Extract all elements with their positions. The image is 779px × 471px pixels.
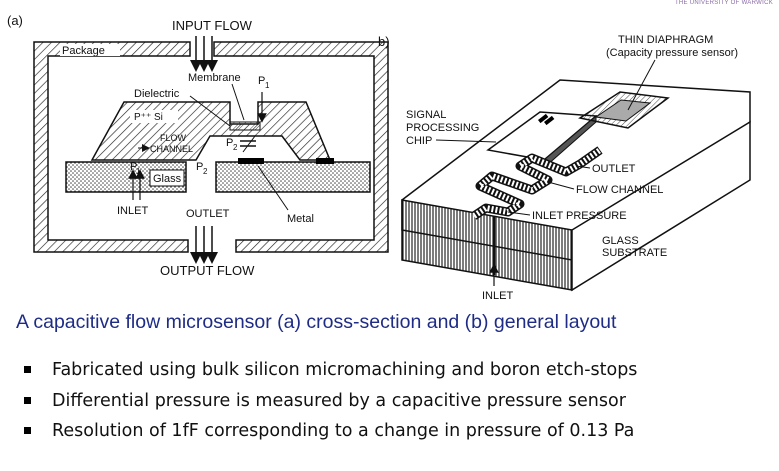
membrane bbox=[229, 121, 261, 131]
p-si-label: P⁺⁺ Si bbox=[134, 112, 163, 123]
membrane-label: Membrane bbox=[188, 72, 241, 84]
substrate-label: SUBSTRATE bbox=[602, 247, 667, 259]
capacity-sensor-label: (Capacity pressure sensor) bbox=[606, 47, 738, 59]
outlet-label-b: OUTLET bbox=[592, 163, 636, 175]
thin-diaphragm bbox=[594, 99, 652, 122]
package-frame bbox=[33, 41, 191, 253]
inlet-label: INLET bbox=[117, 205, 148, 217]
figure-diagrams: (a) Package INPUT FLOW P⁺⁺ Si Membrane P… bbox=[7, 13, 751, 300]
p2-right-label: P bbox=[196, 161, 203, 173]
outlet-label: OUTLET bbox=[186, 208, 230, 220]
dielectric-leader bbox=[189, 95, 231, 127]
university-brand: THE UNIVERSITY OF WARWICK bbox=[674, 0, 773, 6]
glass-label-box bbox=[149, 169, 185, 187]
output-flow-label: OUTPUT FLOW bbox=[160, 263, 255, 278]
membrane-leader bbox=[231, 83, 245, 121]
glass-substrate-right bbox=[215, 161, 371, 193]
p-si-label-bg bbox=[130, 110, 178, 123]
bullet-text: Fabricated using bulk silicon micromachi… bbox=[52, 360, 638, 380]
input-flow-label: INPUT FLOW bbox=[172, 18, 253, 33]
inlet-pressure-leader bbox=[507, 211, 531, 216]
bullet-item: Fabricated using bulk silicon micromachi… bbox=[22, 360, 637, 391]
chip-leader bbox=[435, 139, 497, 143]
dielectric-label: Dielectric bbox=[134, 88, 180, 100]
figure-b: b) THIN DIAPHRAGM (Capacity pressure sen… bbox=[378, 34, 751, 300]
glass-label-b: GLASS bbox=[602, 235, 639, 247]
p1-left-label: P bbox=[130, 161, 137, 173]
metal-leader bbox=[257, 165, 289, 211]
metal-pad-2 bbox=[316, 158, 334, 164]
inlet-pressure-label: INLET PRESSURE bbox=[532, 210, 627, 222]
signal-label: SIGNAL bbox=[406, 109, 446, 121]
diaphragm-leader bbox=[627, 59, 656, 111]
bullet-marker bbox=[24, 366, 31, 373]
chip-label: CHIP bbox=[406, 135, 432, 147]
flow-channel-label-2: CHANNEL bbox=[150, 144, 193, 154]
bullet-item: Differential pressure is measured by a c… bbox=[22, 391, 637, 422]
package-frame-right bbox=[213, 41, 389, 253]
glass-label: Glass bbox=[153, 173, 182, 185]
package-label-bg bbox=[60, 44, 120, 56]
chip-contact-1 bbox=[538, 113, 549, 124]
figure-a: (a) Package INPUT FLOW P⁺⁺ Si Membrane P… bbox=[7, 13, 389, 278]
p1-top-label: P bbox=[258, 75, 265, 87]
metal-label: Metal bbox=[287, 213, 314, 225]
bullet-item: Resolution of 1fF corresponding to a cha… bbox=[22, 421, 637, 452]
p2-top-sub: 2 bbox=[233, 143, 238, 152]
flow-channel-label-1: FLOW bbox=[160, 133, 187, 143]
inlet-label-b: INLET bbox=[482, 290, 513, 300]
capacitor-variable-arrow bbox=[242, 135, 256, 153]
p2-right-sub: 2 bbox=[203, 167, 208, 176]
outlet-leader bbox=[575, 165, 591, 169]
bullet-text: Resolution of 1fF corresponding to a cha… bbox=[52, 421, 635, 441]
figure-caption: A capacitive flow microsensor (a) cross-… bbox=[16, 311, 617, 333]
bullet-text: Differential pressure is measured by a c… bbox=[52, 390, 626, 411]
p-si-block bbox=[90, 101, 332, 161]
metal-pad bbox=[238, 158, 264, 164]
thin-diaphragm-label: THIN DIAPHRAGM bbox=[618, 34, 713, 46]
flow-channel-leader bbox=[547, 181, 575, 190]
substrate-right-face bbox=[571, 120, 751, 292]
processing-label: PROCESSING bbox=[406, 122, 479, 134]
bullet-list: Fabricated using bulk silicon micromachi… bbox=[22, 360, 637, 452]
bullet-marker bbox=[24, 396, 31, 404]
p1-top-sub: 1 bbox=[265, 81, 270, 90]
chip-contact-2 bbox=[544, 115, 555, 126]
package-label: Package bbox=[62, 45, 105, 57]
panel-b-label: b) bbox=[378, 34, 390, 49]
bullet-marker bbox=[24, 427, 31, 434]
flow-channel-label-b: FLOW CHANNEL bbox=[576, 184, 663, 196]
p2-top-label: P bbox=[226, 137, 233, 149]
panel-a-label: (a) bbox=[7, 13, 23, 28]
